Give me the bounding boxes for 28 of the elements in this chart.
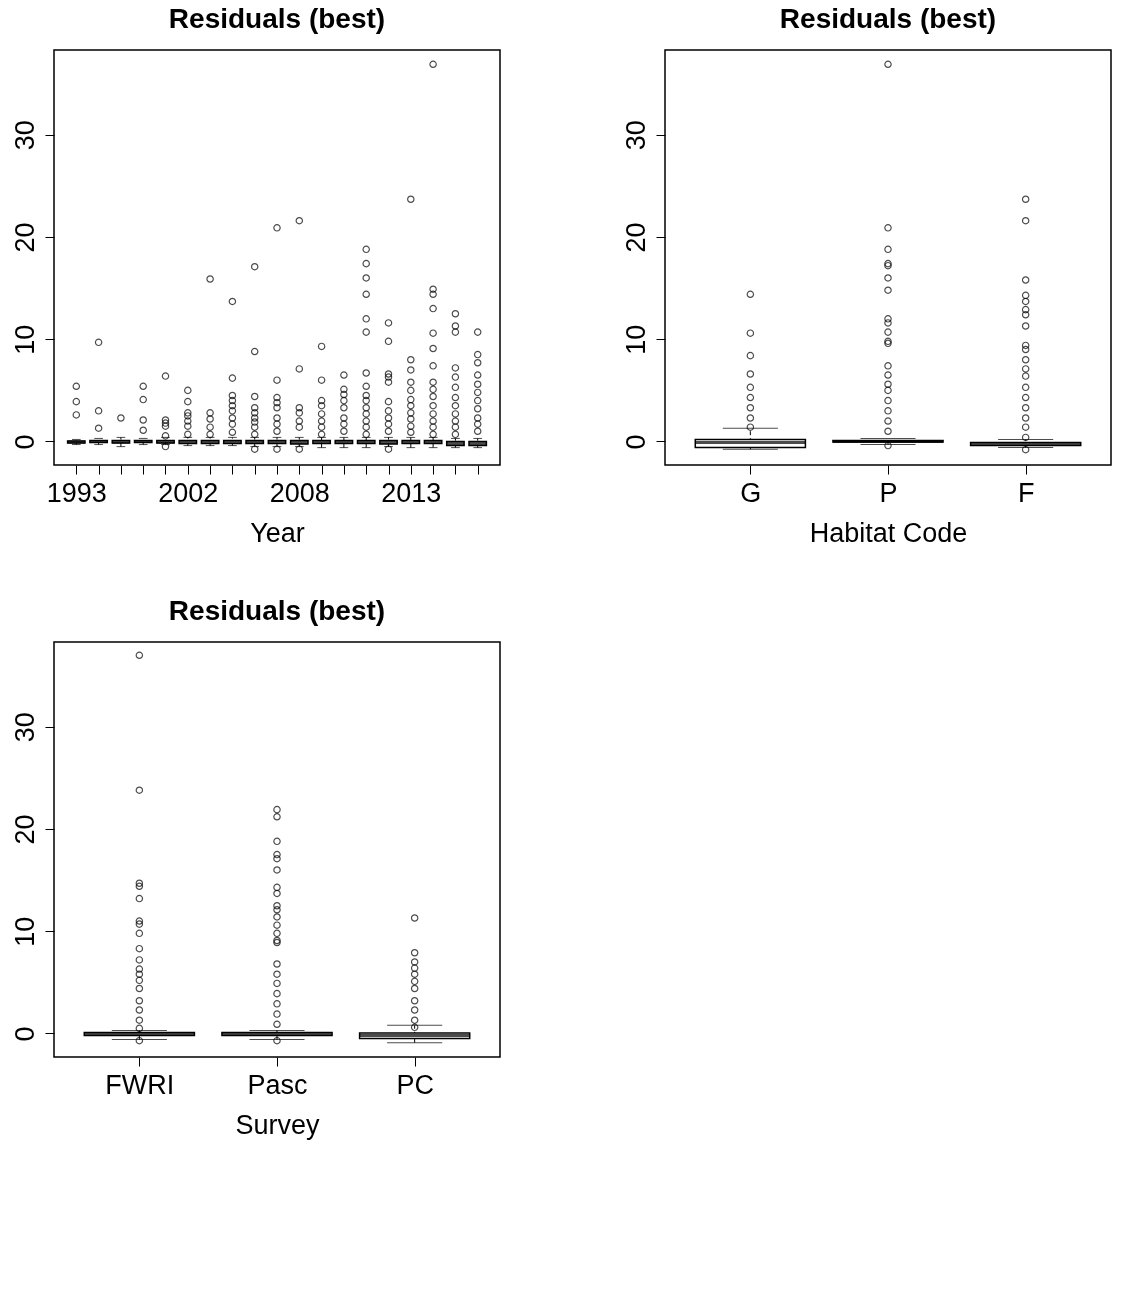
x-axis-title: Year [250, 517, 305, 548]
x-axis-title: Survey [235, 1109, 321, 1140]
x-tick-label: 2008 [269, 477, 330, 508]
x-tick-label: Pasc [247, 1069, 308, 1100]
y-tick-label: 30 [9, 712, 40, 743]
x-axis-title: Habitat Code [809, 517, 968, 548]
y-tick-label: 0 [9, 434, 40, 450]
chart-title: Residuals (best) [168, 3, 386, 34]
y-tick-label: 30 [9, 120, 40, 151]
chart-title: Residuals (best) [779, 3, 997, 34]
y-tick-label: 0 [620, 434, 651, 450]
y-tick-label: 10 [9, 916, 40, 947]
x-tick-label: FWRI [105, 1069, 175, 1100]
x-tick-label: PC [396, 1069, 434, 1100]
x-tick-label: F [1017, 477, 1035, 508]
x-tick-label: 2002 [158, 477, 219, 508]
x-tick-label: 1993 [46, 477, 107, 508]
chart-title: Residuals (best) [168, 595, 386, 626]
x-tick-label: G [740, 477, 762, 508]
y-tick-label: 10 [9, 324, 40, 355]
y-tick-label: 20 [9, 814, 40, 845]
x-tick-label: P [879, 477, 898, 508]
y-tick-label: 0 [9, 1026, 40, 1042]
x-tick-label: 2013 [381, 477, 442, 508]
y-tick-label: 30 [620, 120, 651, 151]
y-tick-label: 20 [620, 222, 651, 253]
y-tick-label: 10 [620, 324, 651, 355]
y-tick-label: 20 [9, 222, 40, 253]
